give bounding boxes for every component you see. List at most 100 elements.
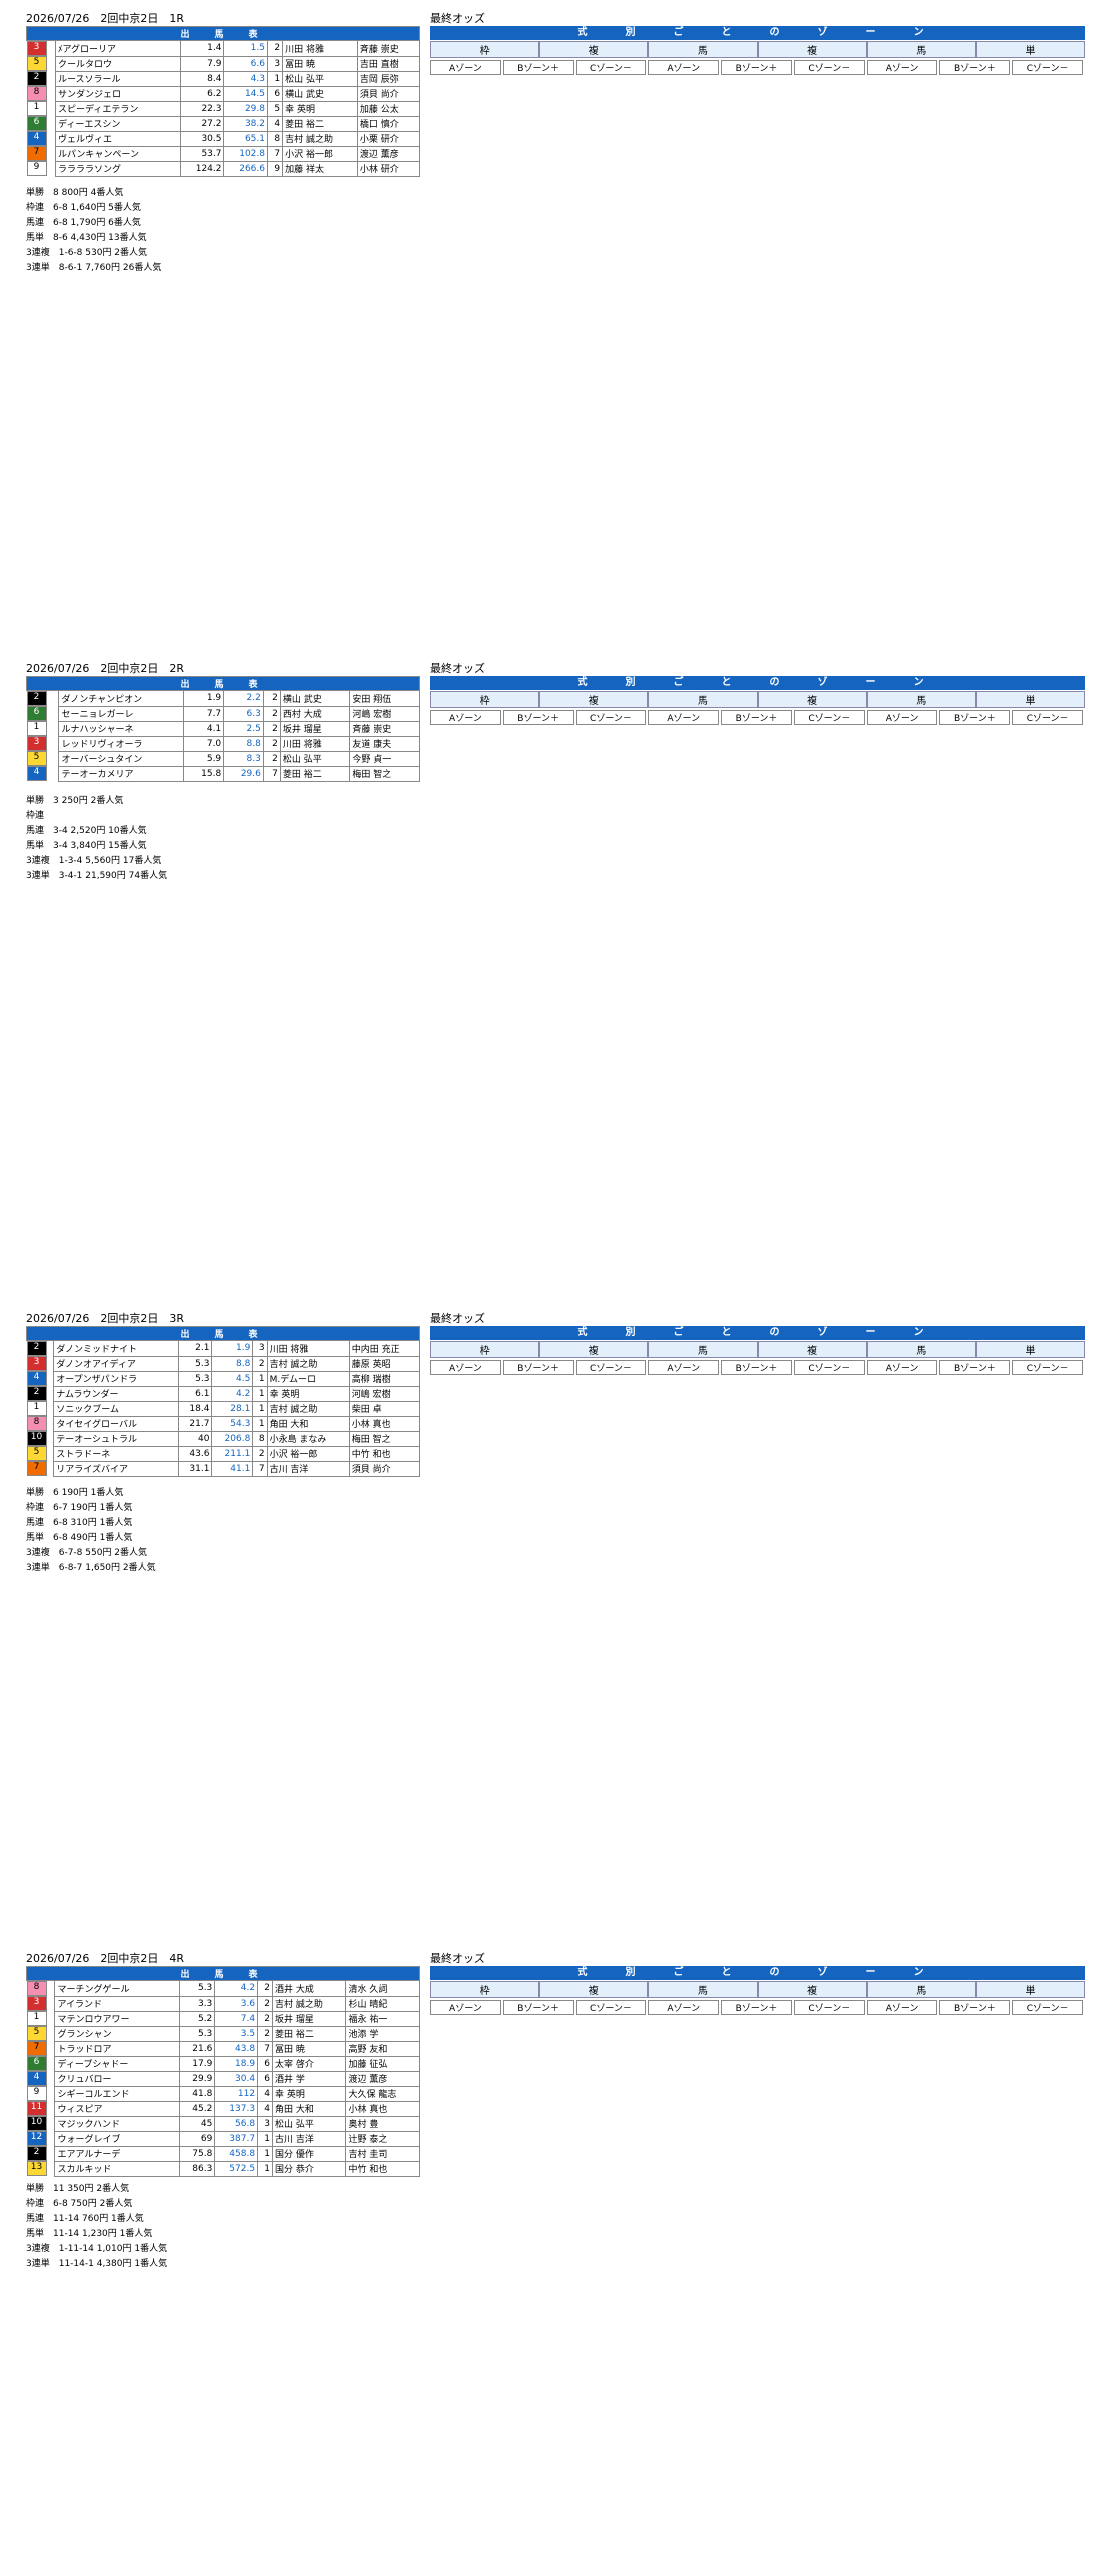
entry-table-title: 出 馬 表 (26, 1966, 420, 1981)
odds-a: 21.7 (178, 1415, 213, 1432)
zone-title: 式 別 ご と の ゾ ー ン (430, 676, 1085, 690)
jockey: 幸 英明 (271, 2085, 347, 2102)
trainer: 池添 学 (345, 2025, 420, 2042)
race-r3: 2026/07/26 2回中京2日 3R 最終オッズ出 馬 表 2 ダノンミッドナイト… (0, 1310, 1093, 1930)
odds-label: 最終オッズ (430, 12, 485, 25)
bracket-number: 10 (26, 2116, 47, 2131)
odds-b: 4.5 (211, 1370, 254, 1387)
table-row: 1 スピーディエテラン 22.3 29.8 5 幸 英明 加藤 公太 (26, 100, 421, 117)
table-row: 5 オーバーシュタイン 5.9 8.3 2 松山 弘平 今野 貞一 (26, 750, 420, 767)
table-row: 1 ソニックブーム 18.4 28.1 1 吉村 誠之助 柴田 卓 (26, 1400, 421, 1417)
trainer: 須貝 尚介 (356, 85, 421, 102)
zone-head: 馬 (866, 41, 976, 58)
popularity: 2 (257, 1995, 273, 2012)
horse-name: ルパンキャンペーン (54, 145, 181, 162)
bracket-number: 5 (26, 751, 47, 766)
odds-b: 8.8 (211, 1355, 254, 1372)
zone-col: Aゾーン (430, 710, 501, 725)
bracket-number: 2 (26, 1341, 47, 1356)
odds-a: 18.4 (178, 1400, 213, 1417)
payout-results: 単勝 6 190円 1番人気 枠連 6-7 190円 1番人気 馬連 6-8 310… (26, 1486, 156, 1576)
trainer: 中内田 充正 (348, 1340, 421, 1357)
zone-head: 複 (539, 41, 649, 58)
trainer: 渡辺 薫彦 (345, 2070, 420, 2087)
payout-results: 単勝 3 250円 2番人気 枠連 馬連 3-4 2,520円 10番人気 馬単 3-… (26, 794, 167, 884)
race-header: 2026/07/26 2回中京2日 1R (26, 12, 185, 25)
odds-a: 40 (178, 1430, 213, 1447)
odds-a: 86.3 (179, 2160, 216, 2177)
odds-a: 45.2 (179, 2100, 216, 2117)
table-row: 1 マテンロウアワー 5.2 7.4 2 坂井 瑠星 福永 祐一 (26, 2010, 420, 2027)
trainer: 奥村 豊 (345, 2115, 420, 2132)
odds-a: 6.2 (179, 85, 225, 102)
popularity: 2 (252, 1445, 268, 1462)
table-row: 5 グランシャン 5.3 3.5 2 菱田 裕二 池添 学 (26, 2025, 420, 2042)
bracket-number: 9 (26, 161, 47, 176)
odds-label: 最終オッズ (430, 1312, 485, 1325)
jockey: 吉村 誠之助 (271, 1995, 347, 2012)
jockey: 幸 英明 (266, 1385, 350, 1402)
odds-a: 45 (179, 2115, 216, 2132)
popularity: 1 (257, 2145, 273, 2162)
horse-name: マジックハンド (54, 2115, 181, 2132)
payout-line: 3連単 11-14-1 4,380円 1番人気 (26, 2259, 168, 2269)
bracket-number: 8 (26, 1416, 47, 1431)
jockey: M.デムーロ (266, 1370, 350, 1387)
trainer: 柴田 卓 (348, 1400, 421, 1417)
table-row: 5 クールタロウ 7.9 6.6 3 冨田 暁吉田 直樹 (26, 55, 421, 72)
horse-name: マテンロウアワー (54, 2010, 181, 2027)
zone-head: 単 (975, 1981, 1086, 1998)
odds-b: 458.8 (214, 2145, 259, 2162)
zone-col: Aゾーン (430, 1360, 501, 1375)
odds-b: 2.5 (223, 720, 264, 737)
bracket-number: 6 (26, 706, 47, 721)
trainer: 藤原 英昭 (348, 1355, 421, 1372)
bracket-number: 3 (26, 736, 47, 751)
payout-line: 単勝 11 350円 2番人気 (26, 2184, 130, 2194)
table-row: 4 ヴェルヴィエ 30.5 65.1 8 吉村 誠之助 小栗 研介 (26, 130, 421, 147)
zone-col: Cゾーン－ (793, 1360, 865, 1375)
odds-b: 7.4 (214, 2010, 259, 2027)
popularity: 2 (257, 2025, 273, 2042)
table-row: 7 リアライズバイア 31.1 41.1 7 古川 吉洋 須貝 尚介 (26, 1460, 421, 1477)
table-row: 11 ウィスピア 45.2 137.3 4 角田 大和 小林 真也 (26, 2100, 420, 2117)
jockey: 川田 将雅 (279, 735, 351, 752)
jockey: 吉村 誠之助 (266, 1355, 350, 1372)
jockey: 小沢 裕一郎 (266, 1445, 350, 1462)
popularity: 3 (252, 1340, 268, 1357)
payout-line: 3連複 6-7-8 550円 2番人気 (26, 1548, 148, 1558)
trainer: 辻野 泰之 (345, 2130, 420, 2147)
horse-name: ダノンチャンピオン (58, 690, 185, 707)
jockey: 太宰 啓介 (271, 2055, 347, 2072)
popularity: 2 (262, 705, 281, 722)
zone-col: Aゾーン (866, 1360, 938, 1375)
bracket-number: 12 (26, 2131, 47, 2146)
popularity: 8 (252, 1430, 268, 1447)
payout-line: 単勝 3 250円 2番人気 (26, 796, 124, 806)
table-row: 3 ﾒアグローリア 1.4 1.5 2 川田 将雅 斉藤 崇史 (26, 40, 421, 57)
odds-b: 18.9 (214, 2055, 259, 2072)
table-row: 3 ダノンオアイディア 5.3 8.8 2 吉村 誠之助 藤原 英昭 (26, 1355, 421, 1372)
zone-head: 複 (757, 41, 867, 58)
payout-line: 3連複 1-11-14 1,010円 1番人気 (26, 2244, 168, 2254)
odds-a: 5.3 (179, 1980, 216, 1997)
entry-table: 出 馬 表 3 ﾒアグローリア 1.4 1.5 2 川田 将雅 斉藤 崇史 5 クールタロウ 7.9… (26, 26, 421, 177)
odds-a: 5.3 (179, 2025, 216, 2042)
horse-name: アイランド (54, 1995, 181, 2012)
odds-a: 5.9 (183, 750, 225, 767)
popularity: 1 (257, 2160, 273, 2177)
trainer: 友道 康夫 (349, 735, 420, 752)
popularity: 1 (257, 2130, 273, 2147)
trainer: 河嶋 宏樹 (349, 705, 420, 722)
popularity: 2 (262, 735, 281, 752)
odds-a: 124.2 (179, 160, 225, 177)
odds-b: 137.3 (214, 2100, 259, 2117)
jockey: 酒井 大成 (271, 1980, 347, 1997)
odds-a: 4.1 (183, 720, 225, 737)
zone-head: 枠 (430, 41, 540, 58)
odds-b: 28.1 (211, 1400, 254, 1417)
zone-head: 馬 (866, 1981, 976, 1998)
zone-head: 馬 (648, 41, 758, 58)
jockey: 吉村 誠之助 (266, 1400, 350, 1417)
bracket-number: 2 (26, 2146, 47, 2161)
